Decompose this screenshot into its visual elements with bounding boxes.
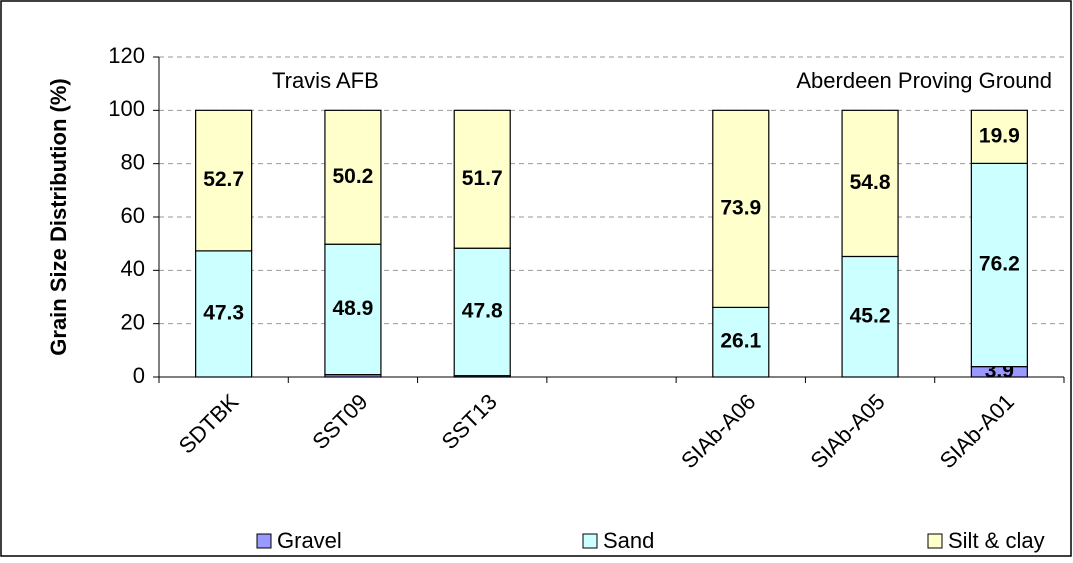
y-tick-label: 80 — [121, 149, 145, 174]
bar-segment — [712, 109, 770, 309]
annotation: Travis AFB — [272, 68, 379, 93]
legend-swatch — [927, 533, 943, 549]
bar-segment — [841, 109, 899, 258]
y-tick-label: 100 — [108, 96, 145, 121]
bar-segment — [841, 255, 899, 378]
y-tick-label: 120 — [108, 43, 145, 68]
data-label: 45.2 — [850, 304, 891, 327]
data-label: 50.2 — [332, 165, 373, 188]
data-label: 52.7 — [203, 168, 244, 191]
bar-segment — [970, 109, 1028, 165]
bar-segment — [453, 109, 511, 249]
y-tick-label: 40 — [121, 256, 145, 281]
annotation: Aberdeen Proving Ground — [796, 68, 1052, 93]
bar-segment — [324, 243, 382, 376]
data-label: 47.8 — [462, 299, 503, 322]
data-label: 76.2 — [979, 253, 1020, 276]
legend-swatch — [256, 533, 272, 549]
data-label: 26.1 — [720, 330, 761, 353]
data-label: 54.8 — [850, 171, 891, 194]
legend-label: Gravel — [277, 528, 342, 553]
bar-segment — [195, 109, 253, 252]
y-tick-label: 60 — [121, 203, 145, 228]
bar-segment — [970, 162, 1028, 368]
bar-segment — [453, 247, 511, 377]
data-label: 51.7 — [462, 167, 503, 190]
bar-segment — [712, 306, 770, 378]
y-tick-label: 0 — [133, 363, 145, 388]
data-label: 19.9 — [979, 124, 1020, 147]
legend-label: Sand — [603, 528, 654, 553]
data-label: 48.9 — [332, 297, 373, 320]
y-tick-label: 20 — [121, 309, 145, 334]
data-label: 47.3 — [203, 301, 244, 324]
bar-segment — [195, 250, 253, 378]
legend-label: Silt & clay — [948, 528, 1045, 553]
bar-segment — [324, 109, 382, 245]
legend-swatch — [582, 533, 598, 549]
y-axis-label: Grain Size Distribution (%) — [46, 78, 71, 355]
data-label: 73.9 — [720, 196, 761, 219]
